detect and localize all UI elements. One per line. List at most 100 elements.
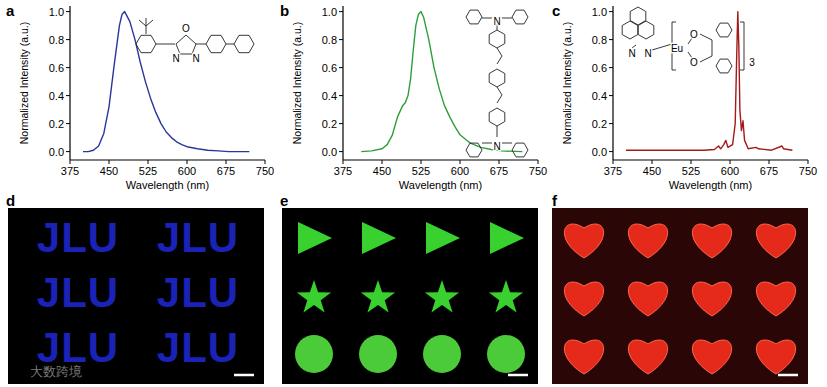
ring xyxy=(206,35,226,52)
bond xyxy=(497,87,502,95)
x-tick xyxy=(109,160,110,164)
image-background xyxy=(552,208,808,384)
y-tick-label: 1.0 xyxy=(49,6,64,18)
ring xyxy=(716,59,732,73)
x-tick xyxy=(652,160,653,164)
spectrum-line xyxy=(83,12,249,152)
y-tick-label: 0.6 xyxy=(592,62,607,74)
ring xyxy=(466,143,482,157)
bond xyxy=(226,44,234,45)
x-tick xyxy=(343,160,344,164)
x-tick xyxy=(148,160,149,164)
y-tick-label: 0.2 xyxy=(592,118,607,130)
heart xyxy=(628,282,667,316)
y-tick-label: 0.4 xyxy=(322,90,337,102)
x-tick xyxy=(538,160,539,164)
bond xyxy=(146,20,153,26)
bond xyxy=(740,22,744,23)
circle xyxy=(423,335,461,373)
y-tick-label: 0.4 xyxy=(49,90,64,102)
plot-area xyxy=(626,12,792,151)
bond xyxy=(146,26,147,34)
x-tick-label: 675 xyxy=(490,165,508,177)
heart xyxy=(564,340,603,374)
heart xyxy=(628,224,667,258)
watermark: 大数跨境 xyxy=(30,364,82,379)
x-tick-label: 525 xyxy=(682,165,700,177)
pattern-text: JLU xyxy=(37,269,119,316)
panel-label: c xyxy=(552,2,560,19)
y-tick xyxy=(339,95,343,96)
x-tick-label: 450 xyxy=(100,165,118,177)
image-panel: e xyxy=(280,192,538,384)
scale-bar xyxy=(234,374,254,377)
y-tick-label: 0.8 xyxy=(49,34,64,46)
y-tick-label: 0.0 xyxy=(322,146,337,158)
bond xyxy=(497,126,498,137)
x-tick-label: 750 xyxy=(529,165,547,177)
y-tick-label: 0.4 xyxy=(592,90,607,102)
y-axis xyxy=(342,6,343,160)
panel-label: b xyxy=(280,2,289,19)
panel-label: e xyxy=(280,192,288,209)
heart xyxy=(564,224,603,258)
pattern-text: JLU xyxy=(157,214,239,261)
ring xyxy=(630,7,646,25)
bond xyxy=(497,48,502,56)
triangle xyxy=(362,222,396,254)
heart xyxy=(692,282,731,316)
y-tick-label: 0.0 xyxy=(49,146,64,158)
chart: a0.00.20.40.60.81.0375450525600675750Wav… xyxy=(6,2,274,191)
atom-label: O xyxy=(182,23,190,34)
x-tick xyxy=(808,160,809,164)
x-tick xyxy=(691,160,692,164)
heart xyxy=(564,282,603,316)
x-tick-label: 525 xyxy=(139,165,157,177)
x-axis-title: Wavelength (nm) xyxy=(399,179,482,191)
panel-label: d xyxy=(6,192,15,209)
x-tick xyxy=(769,160,770,164)
pattern-text: JLU xyxy=(37,214,119,261)
x-tick xyxy=(70,160,71,164)
bond xyxy=(700,56,712,62)
x-tick xyxy=(265,160,266,164)
y-tick-label: 0.2 xyxy=(49,118,64,130)
ring xyxy=(176,35,196,54)
ring xyxy=(489,69,505,87)
bond xyxy=(740,70,744,71)
scale-bar xyxy=(778,374,798,377)
structure: NN xyxy=(466,10,528,157)
x-axis xyxy=(70,159,265,160)
star xyxy=(297,280,331,313)
triangle xyxy=(490,222,524,254)
x-tick xyxy=(187,160,188,164)
image-background xyxy=(282,208,538,384)
pattern-text: JLU xyxy=(157,324,239,371)
x-tick xyxy=(226,160,227,164)
y-tick xyxy=(609,123,613,124)
bond xyxy=(712,40,713,56)
ring xyxy=(489,108,505,126)
y-tick xyxy=(609,95,613,96)
y-tick xyxy=(609,39,613,40)
atom-label: N xyxy=(493,16,500,27)
heart xyxy=(756,340,795,374)
y-tick xyxy=(66,11,70,12)
structure: ONN xyxy=(136,18,254,64)
atom-label: N xyxy=(493,141,500,152)
heart xyxy=(756,282,795,316)
y-tick xyxy=(339,67,343,68)
circle xyxy=(295,335,333,373)
bond xyxy=(146,18,147,26)
star xyxy=(361,280,395,313)
panel-label: f xyxy=(552,192,558,209)
bond xyxy=(502,18,512,19)
x-tick-label: 375 xyxy=(604,165,622,177)
y-axis xyxy=(69,6,70,160)
atom-label: O xyxy=(690,57,698,68)
y-tick-label: 1.0 xyxy=(592,6,607,18)
ring xyxy=(489,30,505,48)
bond xyxy=(502,143,512,144)
atom-label: O xyxy=(690,29,698,40)
structure: NNEuOO3 xyxy=(622,7,755,73)
